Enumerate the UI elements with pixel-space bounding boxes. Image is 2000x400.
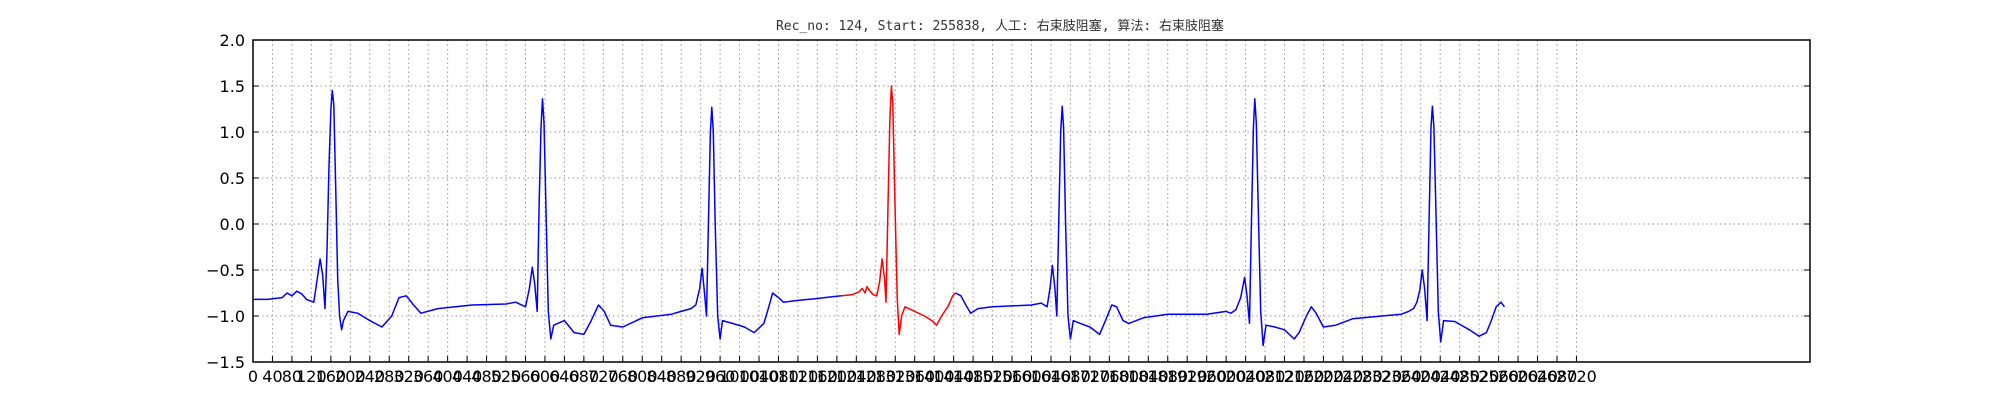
plot-frame (252, 39, 1811, 363)
x-tick-label: 1360 (894, 367, 935, 386)
x-tick-label: 1240 (836, 367, 877, 386)
x-tick-label: 1720 (1070, 367, 1111, 386)
x-tick-label: 720 (588, 367, 619, 386)
x-tick-label: 1000 (719, 367, 760, 386)
y-axis-ticks: −1.5 −1.0 −0.5 0.0 0.5 1.0 1.5 2.0 (206, 31, 1810, 372)
y-tick-label: 1.0 (220, 123, 245, 142)
x-tick-label: 1480 (953, 367, 994, 386)
x-tick-label: 2040 (1225, 367, 1266, 386)
x-tick-label: 1920 (1167, 367, 1208, 386)
x-tick-label: 400 (432, 367, 463, 386)
x-tick-label: 1600 (1011, 367, 1052, 386)
chart-title: Rec_no: 124, Start: 255838, 人工: 右束肢阻塞, 算… (776, 18, 1224, 34)
x-tick-label: 1320 (875, 367, 916, 386)
x-tick-label: 2320 (1361, 367, 1402, 386)
x-tick-label: 2280 (1342, 367, 1383, 386)
grid (253, 40, 1810, 362)
x-tick-label: 2600 (1498, 367, 1539, 386)
x-tick-label: 360 (413, 367, 444, 386)
x-tick-label: 2680 (1537, 367, 1578, 386)
x-tick-label: 1040 (739, 367, 780, 386)
x-tick-label: 200 (335, 367, 366, 386)
x-tick-label: 2480 (1439, 367, 1480, 386)
y-tick-label: −1.0 (206, 307, 245, 326)
x-tick-label: 1160 (797, 367, 838, 386)
y-tick-label: 1.5 (220, 77, 245, 96)
x-tick-label: 760 (608, 367, 639, 386)
y-tick-label: 2.0 (220, 31, 245, 50)
x-tick-label: 2560 (1478, 367, 1519, 386)
x-tick-label: 2400 (1400, 367, 1441, 386)
x-tick-label: 320 (393, 367, 424, 386)
ecg-series-blue-2 (955, 98, 1506, 347)
x-tick-label: 2080 (1245, 367, 1286, 386)
x-tick-label: 1840 (1128, 367, 1169, 386)
x-tick-label: 440 (452, 367, 483, 386)
x-tick-label: 840 (646, 367, 677, 386)
x-tick-label: 1680 (1050, 367, 1091, 386)
x-tick-label: 1400 (914, 367, 955, 386)
x-tick-label: 40 (262, 367, 282, 386)
x-tick-label: 1880 (1147, 367, 1188, 386)
x-tick-label: 120 (296, 367, 327, 386)
x-tick-label: 680 (569, 367, 600, 386)
x-tick-label: 520 (491, 367, 522, 386)
y-tick-label: −1.5 (206, 353, 245, 372)
x-tick-label: 880 (666, 367, 697, 386)
x-tick-label: 2720 (1556, 367, 1597, 386)
x-tick-label: 2160 (1284, 367, 1325, 386)
x-tick-label: 1520 (972, 367, 1013, 386)
x-tick-label: 240 (355, 367, 386, 386)
y-tick-label: −0.5 (206, 261, 245, 280)
x-tick-label: 1800 (1108, 367, 1149, 386)
y-tick-label: 0.5 (220, 169, 245, 188)
x-tick-label: 920 (685, 367, 716, 386)
x-tick-label: 1640 (1031, 367, 1072, 386)
x-tick-label: 2000 (1206, 367, 1247, 386)
x-tick-label: 1120 (778, 367, 819, 386)
x-tick-label: 2520 (1459, 367, 1500, 386)
x-tick-label: 1960 (1186, 367, 1227, 386)
x-tick-label: 600 (530, 367, 561, 386)
x-tick-label: 280 (374, 367, 405, 386)
x-tick-label: 0 (248, 367, 258, 386)
x-tick-label: 800 (627, 367, 658, 386)
x-tick-label: 2440 (1420, 367, 1461, 386)
x-tick-label: 1560 (992, 367, 1033, 386)
x-tick-label: 80 (282, 367, 302, 386)
x-tick-label: 2120 (1264, 367, 1305, 386)
x-tick-label: 960 (705, 367, 736, 386)
x-tick-label: 1280 (855, 367, 896, 386)
x-tick-label: 160 (316, 367, 347, 386)
x-tick-label: 1440 (933, 367, 974, 386)
series-layer (253, 85, 1506, 347)
y-tick-label: 0.0 (220, 215, 245, 234)
x-tick-label: 640 (549, 367, 580, 386)
x-tick-label: 2640 (1517, 367, 1558, 386)
x-tick-label: 480 (471, 367, 502, 386)
x-tick-label: 1760 (1089, 367, 1130, 386)
ecg-series-blue-0 (253, 89, 842, 340)
ecg-series-red-1 (841, 85, 957, 336)
x-tick-label: 1080 (758, 367, 799, 386)
x-tick-label: 2240 (1323, 367, 1364, 386)
x-axis-ticks: 0 40 8012016020024028032036040044048052056… (248, 356, 1597, 386)
x-tick-label: 2200 (1303, 367, 1344, 386)
x-tick-label: 560 (510, 367, 541, 386)
x-tick-label: 2360 (1381, 367, 1422, 386)
x-tick-label: 1200 (817, 367, 858, 386)
